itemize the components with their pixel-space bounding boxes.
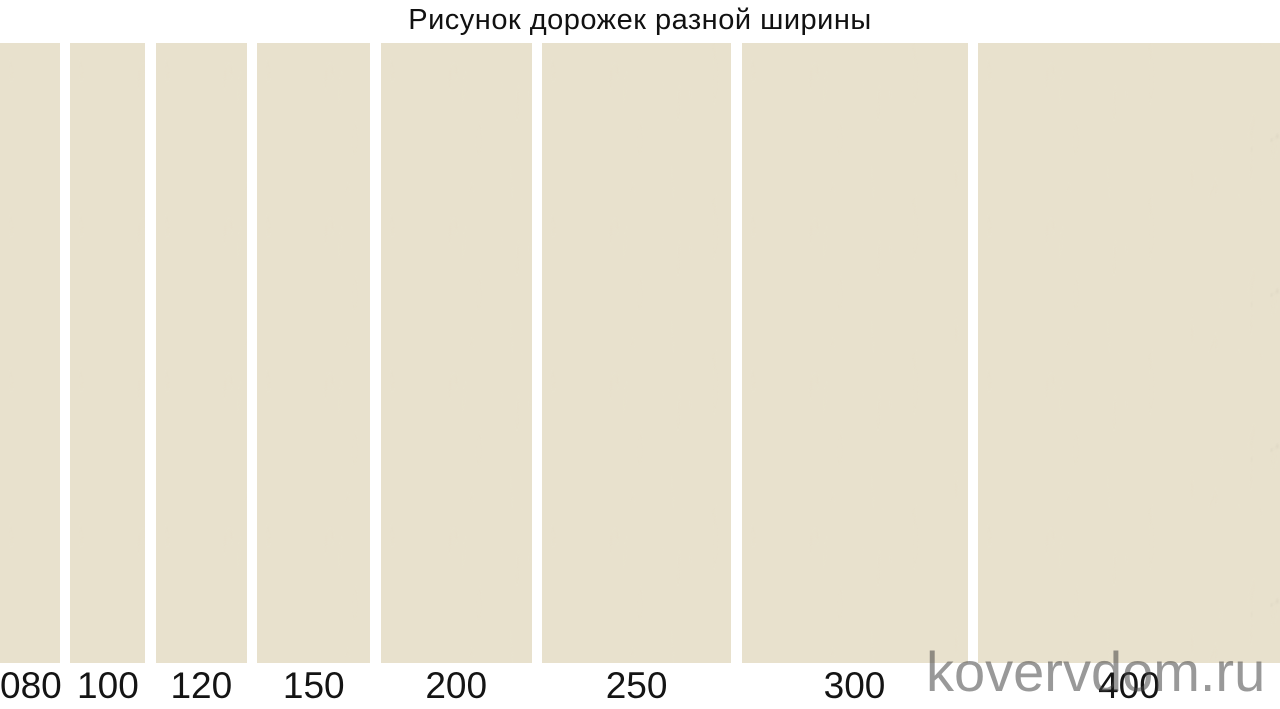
runner-column: 150 <box>257 43 371 709</box>
carpet-runner-strip <box>542 43 732 663</box>
runner-column: 400 <box>977 43 1280 709</box>
runner-strips-row: 080 100 120 150 200 250 300 400 <box>0 43 1280 709</box>
carpet-runner-strip <box>741 43 968 663</box>
carpet-runner-strip <box>155 43 247 663</box>
carpet-runner-strip <box>257 43 371 663</box>
carpet-runner-strip <box>0 43 60 663</box>
runner-width-label: 150 <box>282 665 345 706</box>
runner-column: 300 <box>741 43 968 709</box>
carpet-runner-strip <box>380 43 532 663</box>
runner-width-label: 250 <box>605 665 668 706</box>
runner-column: 250 <box>542 43 732 709</box>
runner-width-label: 400 <box>1098 665 1160 706</box>
runner-width-label: 080 <box>0 665 62 706</box>
runner-column: 080 <box>0 43 62 709</box>
runner-width-label: 100 <box>77 665 139 706</box>
runner-width-label: 300 <box>823 665 886 706</box>
figure-title: Рисунок дорожек разной ширины <box>408 4 872 36</box>
carpet-runner-strip <box>70 43 146 663</box>
runner-column: 120 <box>155 43 247 709</box>
runner-width-label: 120 <box>170 665 233 706</box>
runner-column: 200 <box>380 43 532 709</box>
carpet-runner-strip <box>977 43 1280 663</box>
runner-column: 100 <box>70 43 146 709</box>
runner-width-label: 200 <box>425 665 488 706</box>
